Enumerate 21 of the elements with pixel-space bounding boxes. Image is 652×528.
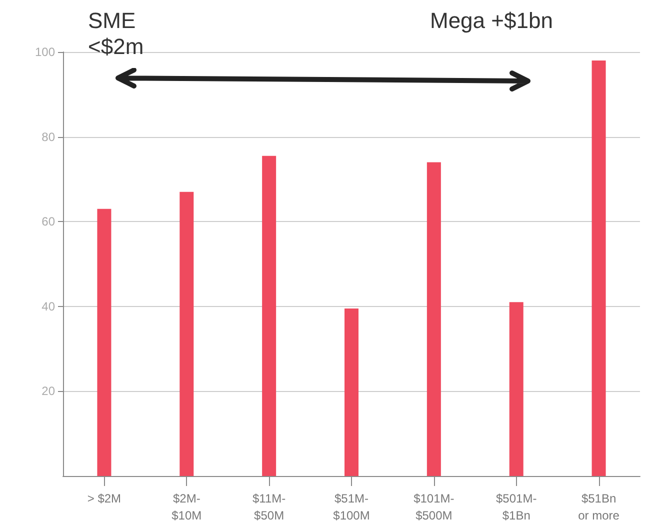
- x-tick-label: > $2M: [87, 492, 122, 506]
- annotation: SME <$2m: [88, 8, 145, 60]
- x-tick-label: $51Bn or more: [578, 492, 620, 522]
- bar: [426, 162, 441, 476]
- bar: [344, 308, 358, 476]
- y-tick-label: 80: [42, 130, 56, 144]
- x-tick-label: $101M- $500M: [414, 492, 454, 522]
- bar: [592, 60, 606, 476]
- x-tick-label: $2M- $10M: [172, 492, 202, 522]
- y-tick-label: 60: [42, 214, 56, 229]
- bar: [262, 156, 276, 476]
- y-tick-label: 40: [42, 299, 56, 314]
- x-tick-label: $51M- $100M: [333, 492, 370, 522]
- y-tick-label: 100: [34, 45, 56, 59]
- y-tick-label: 20: [42, 384, 56, 398]
- bar: [97, 208, 112, 476]
- x-tick-label: $11M- $50M: [252, 492, 286, 522]
- text: Mega +$1bn: [430, 8, 554, 34]
- bar: [180, 192, 194, 476]
- x-tick-label: $501M- $1Bn: [496, 492, 537, 522]
- bar: [509, 302, 524, 476]
